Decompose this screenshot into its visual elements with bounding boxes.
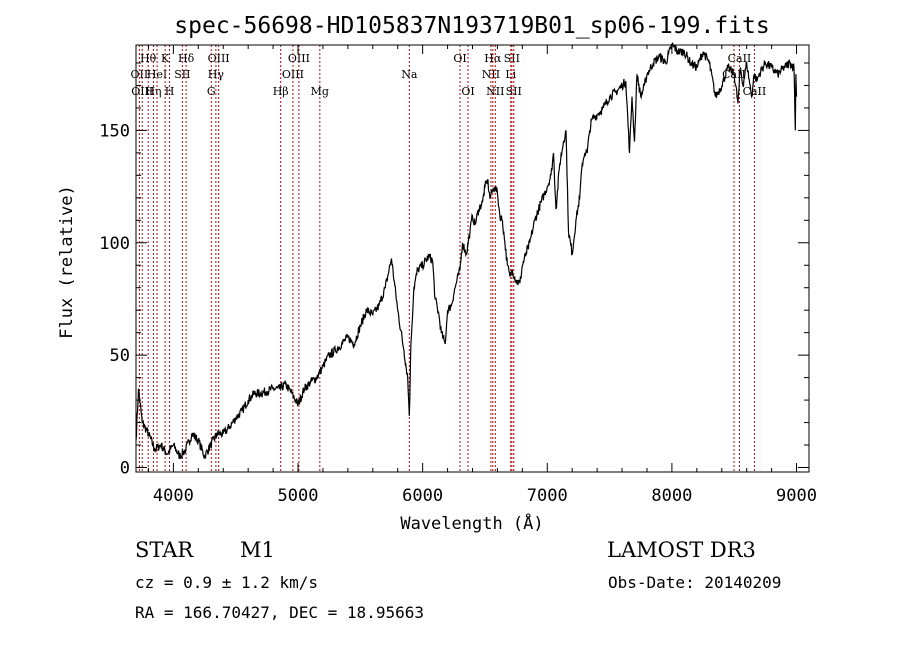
line-label-18: OI <box>461 85 474 98</box>
line-label-14: OIII <box>288 52 310 65</box>
line-label-20: Hα <box>484 52 502 65</box>
line-label-4: HeI <box>147 68 167 81</box>
x-tick-label-2: 6000 <box>402 486 443 506</box>
line-label-21: NII <box>486 85 504 98</box>
y-tick-label-0: 0 <box>120 459 130 479</box>
y-axis-label: Flux (relative) <box>57 185 77 339</box>
line-label-9: G <box>207 85 216 98</box>
line-label-16: Na <box>401 68 418 81</box>
emission-line-markers: OIIOIIIHθHηHeIKHSIIHδGHγOIIIHβOIIIOIIIMg… <box>131 45 767 472</box>
line-label-15: Mg <box>311 85 329 98</box>
plot-frame <box>135 44 810 473</box>
x-tick-label-3: 7000 <box>527 486 568 506</box>
spectrum-chart: spec-56698-HD105837N193719B01_sp06-199.f… <box>57 13 817 534</box>
line-label-0: OII <box>131 68 149 81</box>
line-label-3: Hη <box>145 85 161 98</box>
axis-ticks: 4000 5000 6000 7000 8000 9000 0 50 100 150 <box>99 45 817 506</box>
line-label-2: Hθ <box>140 52 157 65</box>
x-tick-label-5: 9000 <box>776 486 817 506</box>
line-label-26: CaII <box>728 52 752 65</box>
line-label-6: H <box>165 85 175 98</box>
line-label-22: Li <box>505 68 516 81</box>
line-label-24: SII <box>506 85 522 98</box>
line-label-27: CaII <box>743 85 767 98</box>
x-tick-label-0: 4000 <box>153 486 194 506</box>
x-axis-label: Wavelength (Å) <box>400 512 543 534</box>
redshift-text: cz = 0.9 ± 1.2 km/s <box>135 573 319 592</box>
object-class: STAR <box>135 538 194 562</box>
line-label-10: Hγ <box>208 68 225 81</box>
ra-dec: RA = 166.70427, DEC = 18.95663 <box>135 603 424 622</box>
line-label-13: OIII <box>282 68 304 81</box>
line-label-19: NII <box>482 68 500 81</box>
spectrum-line <box>135 41 798 460</box>
survey-name: LAMOST DR3 <box>607 538 756 562</box>
line-label-5: K <box>161 52 170 65</box>
line-label-23: SII <box>504 52 520 65</box>
line-label-8: Hδ <box>178 52 195 65</box>
y-tick-label-1: 50 <box>110 346 130 366</box>
object-subclass: M1 <box>240 538 275 562</box>
chart-title: spec-56698-HD105837N193719B01_sp06-199.f… <box>174 13 769 39</box>
line-label-7: SII <box>174 68 190 81</box>
y-tick-label-2: 100 <box>99 234 130 254</box>
obs-date: Obs-Date: 20140209 <box>608 573 782 592</box>
x-tick-label-4: 8000 <box>651 486 692 506</box>
x-tick-label-1: 5000 <box>278 486 319 506</box>
y-tick-label-3: 150 <box>99 121 130 141</box>
line-label-17: OI <box>453 52 466 65</box>
line-label-12: Hβ <box>273 85 289 98</box>
line-label-11: OIII <box>208 52 230 65</box>
